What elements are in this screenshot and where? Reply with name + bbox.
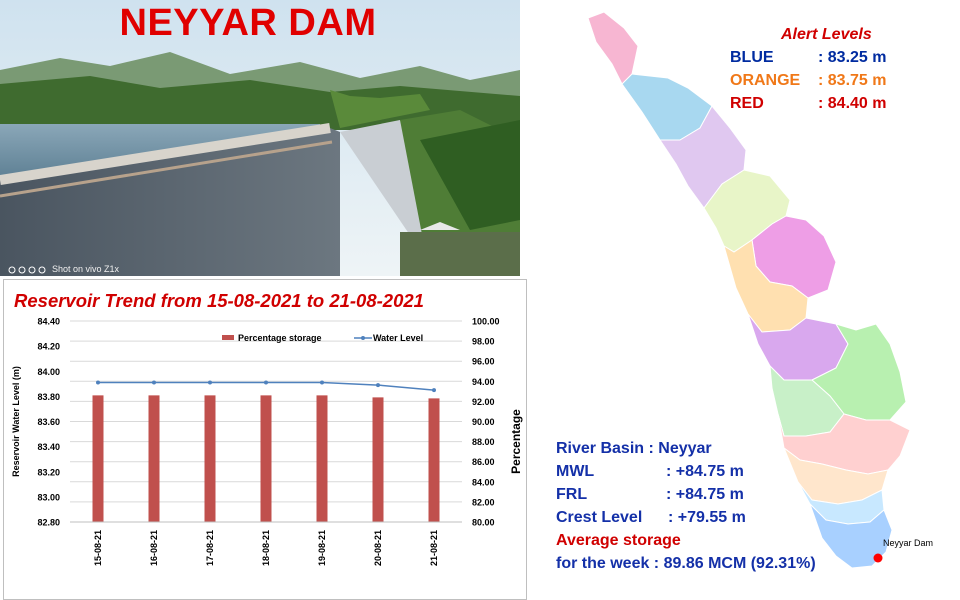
legend-label-line: Water Level [373, 333, 423, 343]
y-tick-label: 83.20 [37, 467, 60, 477]
dam-photo-illustration [0, 0, 520, 276]
y2-tick-label: 82.00 [472, 497, 495, 507]
average-storage-label: Average storage [556, 532, 681, 549]
dam-photo: Shot on vivo Z1x [0, 0, 520, 276]
mwl-row: MWL : +84.75 m [556, 463, 744, 481]
y-tick-label: 84.20 [37, 342, 60, 352]
camera-watermark-icon [8, 266, 48, 274]
y2-tick-label: 90.00 [472, 417, 495, 427]
river-basin: River Basin : Neyyar [556, 440, 712, 457]
alert-levels-title: Alert Levels [781, 26, 872, 43]
crest-level-label: Crest Level [556, 509, 643, 526]
legend-label-bar: Percentage storage [238, 333, 322, 343]
alert-blue-value: : 83.25 m [818, 49, 887, 66]
y-tick-label: 83.40 [37, 442, 60, 452]
alert-blue-label: BLUE [730, 49, 774, 66]
map-regions [587, 11, 911, 569]
water-level-point [432, 388, 436, 393]
y-axis-title: Reservoir Water Level (m) [11, 366, 21, 477]
y2-tick-label: 96.00 [472, 357, 495, 367]
x-tick-label: 17-08-21 [205, 530, 215, 566]
alert-orange-label: ORANGE [730, 72, 801, 89]
neyyar-dam-label: Neyyar Dam [883, 538, 934, 548]
y2-tick-label: 80.00 [472, 518, 495, 528]
photo-title: NEYYAR DAM [119, 2, 377, 44]
water-level-point [208, 380, 212, 385]
photo-caption: Shot on vivo Z1x [52, 264, 120, 274]
frl-row: FRL : +84.75 m [556, 486, 744, 504]
alert-orange-value: : 83.75 m [818, 72, 887, 89]
y2-tick-label: 84.00 [472, 477, 495, 487]
y2-tick-label: 98.00 [472, 337, 495, 347]
neyyar-dam-marker [873, 553, 883, 563]
y-tick-label: 84.00 [37, 367, 60, 377]
week-storage: for the week : 89.86 MCM (92.31%) [556, 555, 816, 572]
x-tick-label: 19-08-21 [317, 530, 327, 566]
map-district-region [809, 503, 893, 569]
y2-tick-label: 100.00 [472, 317, 500, 327]
alert-red-value: : 84.40 m [818, 95, 887, 112]
water-level-point [376, 383, 380, 388]
x-tick-label: 18-08-21 [261, 530, 271, 566]
legend-swatch-marker [361, 336, 365, 340]
y2-tick-label: 88.00 [472, 437, 495, 447]
water-level-point [264, 380, 268, 385]
alert-red-label: RED [730, 95, 764, 112]
crest-level-value: : +79.55 m [668, 509, 746, 526]
legend-swatch-bar [222, 335, 234, 340]
alert-row-blue: BLUE : 83.25 m [730, 49, 886, 67]
y-tick-label: 84.40 [37, 317, 60, 327]
y2-tick-label: 86.00 [472, 457, 495, 467]
x-tick-label: 15-08-21 [93, 530, 103, 566]
mwl-label: MWL [556, 463, 595, 480]
alert-row-red: RED : 84.40 m [730, 95, 886, 113]
frl-value: : +84.75 m [666, 486, 744, 503]
y-tick-label: 83.80 [37, 392, 60, 402]
x-tick-label: 20-08-21 [373, 530, 383, 566]
bar [372, 397, 384, 522]
y2-tick-label: 92.00 [472, 397, 495, 407]
x-tick-label: 16-08-21 [149, 530, 159, 566]
y-tick-label: 83.60 [37, 417, 60, 427]
bar [204, 395, 216, 522]
x-tick-label: 21-08-21 [429, 530, 439, 566]
water-level-point [96, 380, 100, 385]
y2-tick-label: 94.00 [472, 377, 495, 387]
water-level-point [320, 380, 324, 385]
alert-row-orange: ORANGE : 83.75 m [730, 72, 886, 90]
y2-axis-title: Percentage [509, 409, 523, 474]
water-level-point [152, 380, 156, 385]
bar [260, 395, 272, 522]
bar [316, 395, 328, 522]
crest-level-row: Crest Level : +79.55 m [556, 509, 746, 527]
mwl-value: : +84.75 m [666, 463, 744, 480]
map-district-region [659, 105, 747, 209]
bar [92, 395, 104, 522]
y-tick-label: 83.00 [37, 492, 60, 502]
bar [428, 398, 440, 522]
y-tick-label: 82.80 [37, 518, 60, 528]
map-district-region [587, 11, 639, 85]
frl-label: FRL [556, 486, 588, 503]
chart-title: Reservoir Trend from 15-08-2021 to 21-08… [14, 290, 424, 311]
bar [148, 395, 160, 522]
